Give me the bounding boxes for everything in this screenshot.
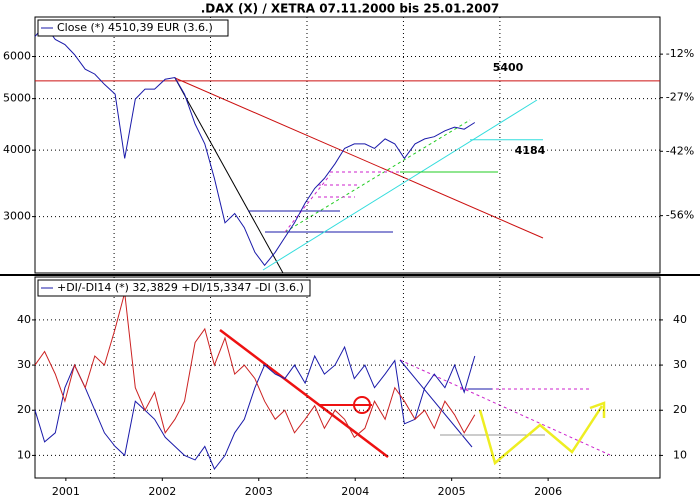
arrow-head [589,401,606,418]
y-tick-label: 20 [673,403,687,416]
trend-line [399,359,473,448]
annotation-label: 5400 [493,61,524,74]
trend-line [219,329,389,458]
legend-box [37,19,229,37]
top-frame [34,16,661,274]
projection-arrow [478,405,604,466]
y2-tick-label: -56% [666,209,694,222]
y-tick-label: 40 [17,313,31,326]
series-line [34,24,476,267]
y2-tick-label: -12% [666,47,694,60]
series-line [34,292,476,439]
legend-text: Close (*) 4510,39 EUR (3.6.) [57,21,213,34]
y2-tick-label: -42% [666,144,694,157]
y-tick-label: 5000 [3,92,31,105]
y-tick-label: 6000 [3,50,31,63]
top-drawings [174,77,544,274]
trend-line [174,77,544,239]
y-tick-label: 10 [17,448,31,461]
y-tick-label: 4000 [3,143,31,156]
y-tick-label: 10 [673,448,687,461]
legend-text: +DI/-DI14 (*) 32,3829 +DI/15,3347 -DI (3… [57,281,304,294]
bottom-frame [34,276,661,479]
x-tick-label: 2002 [148,485,176,498]
trend-line [262,99,538,271]
trend-line [284,119,471,233]
x-tick-label: 2001 [52,485,80,498]
x-tick-label: 2006 [534,485,562,498]
trend-line [174,77,284,274]
y-tick-label: 20 [17,403,31,416]
y-tick-label: 3000 [3,210,31,223]
y-tick-label: 40 [673,313,687,326]
y-tick-label: 30 [17,358,31,371]
annotation-label: 4184 [515,144,546,157]
trend-line [399,359,611,456]
y-tick-label: 30 [673,358,687,371]
y2-tick-label: -27% [666,91,694,104]
trend-line [284,174,331,233]
series-line [34,345,476,470]
x-tick-label: 2003 [245,485,273,498]
bottom-drawings [219,329,611,466]
x-tick-label: 2005 [438,485,466,498]
chart-title: .DAX (X) / XETRA 07.11.2000 bis 25.01.20… [201,2,500,16]
legend-box [37,279,311,297]
x-tick-label: 2004 [341,485,369,498]
